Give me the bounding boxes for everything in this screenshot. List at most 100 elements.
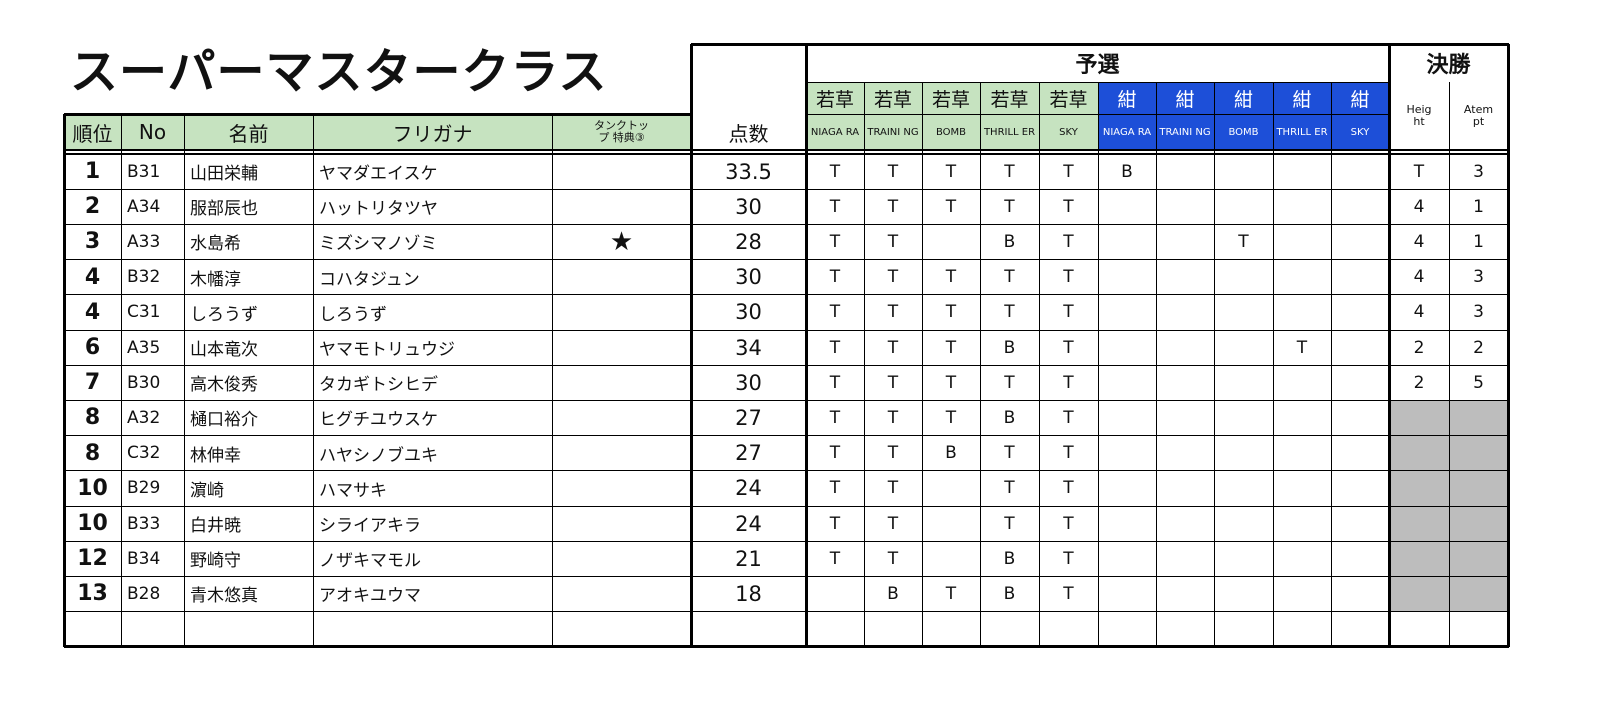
result-mark-cell: [1331, 436, 1389, 471]
furigana-cell: タカギトシヒデ: [319, 375, 438, 396]
grid-line: [1097, 82, 1099, 647]
result-mark-cell: T: [887, 267, 899, 288]
result-mark-cell: B: [1003, 231, 1016, 252]
header-prelim: 予選: [1075, 53, 1120, 78]
score-cell: 28: [735, 229, 762, 254]
result-mark-cell: T: [829, 267, 841, 288]
result-mark-cell: [1214, 576, 1273, 611]
height-cell: 2: [1413, 372, 1425, 393]
result-mark-cell: [1331, 576, 1389, 611]
height-cell: 4: [1413, 196, 1425, 217]
number-cell: A34: [127, 196, 161, 217]
name-cell: [184, 612, 313, 647]
result-mark-cell: [1331, 400, 1389, 435]
height-cell: 4: [1413, 302, 1425, 323]
result-mark-cell: [1098, 576, 1156, 611]
result-mark-cell: [1098, 541, 1156, 576]
result-mark-cell: T: [1004, 267, 1015, 288]
result-mark-cell: [1156, 400, 1214, 435]
header-rank: 順位: [64, 114, 121, 150]
result-mark-cell: T: [945, 161, 957, 182]
grid-line: [64, 259, 1509, 261]
attempt-cell: [1449, 470, 1508, 506]
attempt-cell: 5: [1473, 372, 1484, 393]
category-header: 紺: [1331, 82, 1389, 114]
category-sub-header: THRILL ER: [1273, 114, 1331, 150]
result-mark-cell: T: [1063, 231, 1074, 252]
category-header: 若草: [1039, 82, 1098, 114]
result-mark-cell: [1273, 612, 1331, 647]
category-sub-header: THRILL ER: [980, 114, 1039, 150]
grid-line: [64, 188, 1509, 190]
grid-line: [64, 575, 1509, 577]
score-cell: 30: [735, 265, 762, 290]
height-cell: 2: [1413, 337, 1425, 358]
category-header: 若草: [864, 82, 922, 114]
grid-line: [863, 82, 865, 647]
result-mark-cell: [1156, 295, 1214, 330]
number-cell: B29: [127, 478, 161, 499]
result-mark-cell: [1273, 154, 1331, 189]
result-mark-cell: [1156, 224, 1214, 259]
result-mark-cell: T: [1004, 302, 1015, 323]
bonus-cell: [552, 260, 691, 295]
furigana-cell: ハットリタツヤ: [319, 199, 438, 220]
grid-line: [1213, 82, 1215, 647]
header-no: No: [121, 114, 184, 150]
header-bonus: タンクトップ 特典③: [552, 114, 691, 150]
result-mark-cell: T: [1063, 196, 1074, 217]
result-mark-cell: [922, 541, 980, 576]
page-title: スーパーマスタークラス: [70, 44, 608, 100]
grid-line: [1330, 82, 1332, 647]
bonus-cell: [552, 295, 691, 330]
attempt-cell: 3: [1473, 161, 1484, 182]
score-cell: 21: [735, 546, 762, 571]
number-cell: A33: [127, 231, 161, 252]
rank-cell: 1: [84, 159, 101, 185]
result-mark-cell: [922, 471, 980, 506]
result-mark-cell: T: [1004, 478, 1015, 499]
result-mark-cell: T: [887, 337, 899, 358]
attempt-cell: [1449, 612, 1508, 647]
grid-line: [979, 82, 981, 647]
name-cell: 樋口裕介: [190, 410, 258, 431]
result-mark-cell: B: [1121, 161, 1133, 182]
result-mark-cell: [864, 612, 922, 647]
number-cell: B32: [127, 267, 161, 288]
category-sub-header: NIAGA RA: [806, 114, 864, 150]
result-mark-cell: [1331, 189, 1389, 224]
result-mark-cell: T: [945, 583, 957, 604]
name-cell: 山本竜次: [190, 340, 258, 361]
category-header: 紺: [1098, 82, 1156, 114]
score-cell: 34: [735, 335, 762, 360]
result-mark-cell: T: [1004, 372, 1015, 393]
result-mark-cell: [1273, 224, 1331, 259]
furigana-cell: ヤマモトリュウジ: [319, 340, 455, 361]
result-mark-cell: [1214, 436, 1273, 471]
result-mark-cell: T: [945, 337, 957, 358]
result-mark-cell: [1214, 365, 1273, 400]
result-mark-cell: T: [887, 548, 899, 569]
result-mark-cell: T: [887, 372, 899, 393]
grid-line: [64, 470, 1509, 472]
bonus-cell: [552, 154, 691, 189]
furigana-cell: ハマサキ: [319, 480, 387, 501]
grid-line: [1448, 82, 1450, 647]
grid-line: [921, 82, 923, 647]
result-mark-cell: T: [945, 196, 957, 217]
result-mark-cell: T: [829, 407, 841, 428]
result-mark-cell: T: [945, 372, 957, 393]
result-mark-cell: T: [1063, 267, 1074, 288]
header-attempt: Atem pt: [1463, 103, 1494, 128]
name-cell: 木幡淳: [190, 269, 241, 290]
result-mark-cell: T: [1063, 478, 1074, 499]
number-cell: B28: [127, 583, 161, 604]
result-mark-cell: B: [1003, 583, 1016, 604]
result-mark-cell: [1273, 365, 1331, 400]
grid-line: [64, 611, 1509, 613]
result-mark-cell: [1331, 506, 1389, 541]
grid-line: [64, 540, 1509, 542]
result-mark-cell: [1156, 436, 1214, 471]
category-header: 若草: [980, 82, 1039, 114]
